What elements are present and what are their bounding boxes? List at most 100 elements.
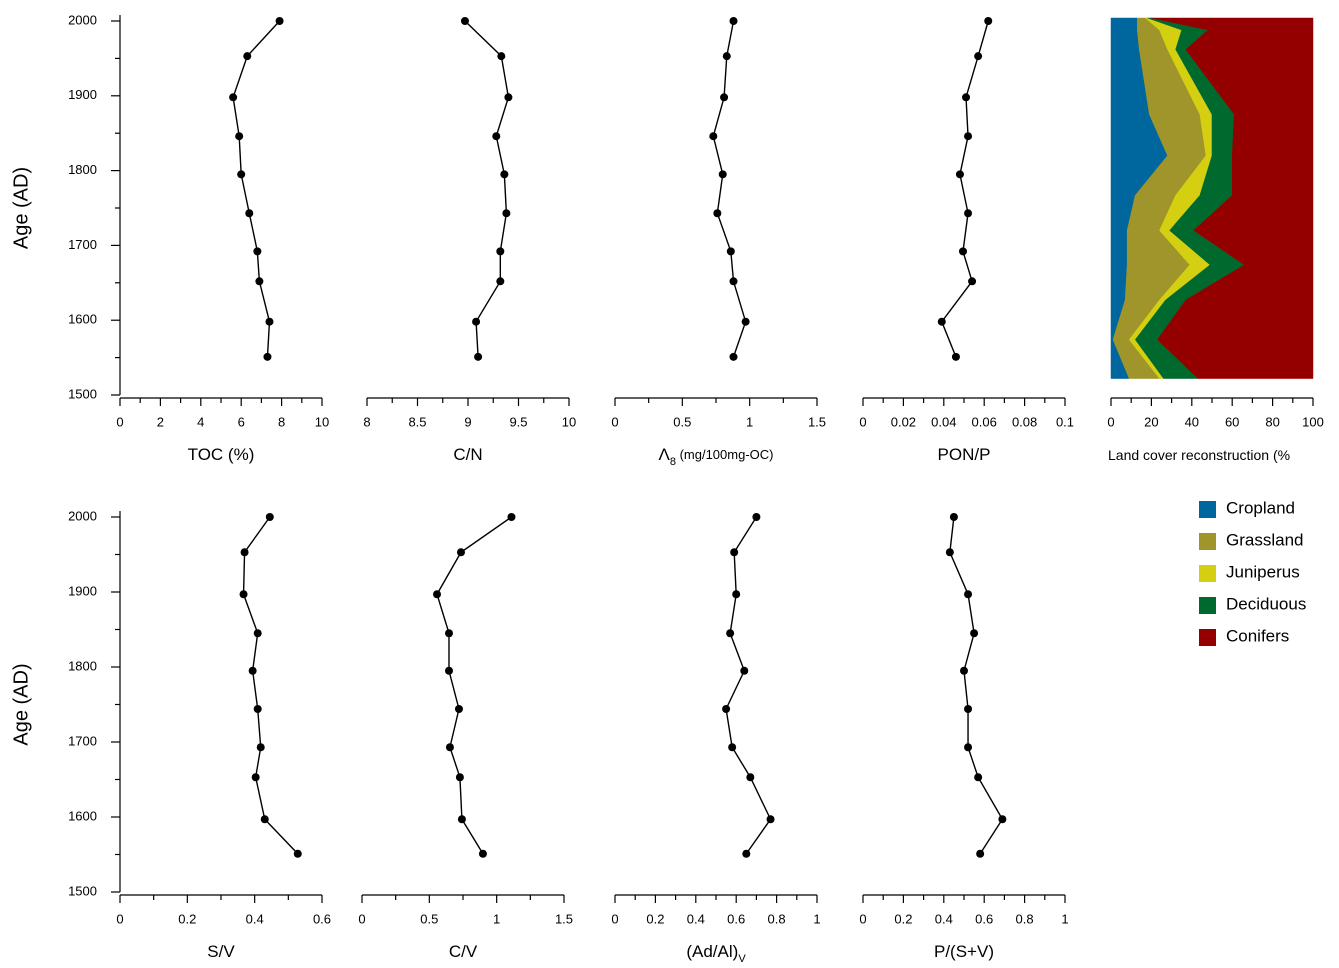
data-point (726, 247, 735, 256)
x-axis-label-text: PON/P (938, 445, 991, 464)
data-line (725, 516, 772, 855)
x-tick-label: 0 (611, 414, 618, 429)
data-point (444, 666, 453, 675)
data-point (496, 277, 505, 286)
data-point (248, 666, 257, 675)
data-point (235, 132, 244, 141)
legend-swatch (1199, 501, 1216, 518)
data-point (460, 17, 469, 25)
data-point (239, 590, 248, 599)
x-tick-label: 0.5 (420, 911, 438, 926)
data-line (232, 20, 281, 357)
x-tick-label: 8.5 (408, 414, 426, 429)
data-point (474, 352, 483, 361)
x-tick-label: 0.2 (646, 911, 664, 926)
legend-label: Grassland (1226, 530, 1303, 549)
x-axis-label: (Ad/Al)V (686, 942, 746, 964)
y-tick-label: 1500 (68, 386, 97, 401)
x-axis-label-text: TOC (%) (188, 445, 255, 464)
x-tick-label: 4 (197, 414, 204, 429)
data-point (263, 352, 272, 361)
legend-label: Juniperus (1226, 562, 1300, 581)
legend-swatch (1199, 533, 1216, 550)
x-tick-label: 10 (315, 414, 329, 429)
x-axis-label-text: S/V (207, 942, 235, 961)
x-tick-label: 40 (1185, 414, 1199, 429)
data-point (472, 317, 481, 326)
data-point (722, 52, 731, 61)
y-tick-label: 2000 (68, 12, 97, 27)
legend-swatch (1199, 597, 1216, 614)
x-axis-label-suffix: (mg/100mg-OC) (676, 447, 774, 462)
data-point (974, 52, 983, 61)
data-point (253, 247, 262, 256)
x-tick-label: 0 (859, 911, 866, 926)
data-line (242, 516, 299, 855)
data-point (237, 170, 246, 179)
data-point (964, 743, 973, 752)
x-tick-label: 8 (363, 414, 370, 429)
x-tick-label: 0.08 (1012, 414, 1037, 429)
data-point (457, 815, 466, 824)
data-point (251, 773, 260, 782)
data-line (436, 516, 512, 855)
legend-label: Cropland (1226, 498, 1295, 517)
data-point (726, 629, 735, 638)
data-point (265, 317, 274, 326)
y-tick-label: 1700 (68, 237, 97, 252)
x-tick-label: 0.4 (935, 911, 953, 926)
data-point (293, 849, 302, 858)
x-tick-label: 0 (1107, 414, 1114, 429)
data-point (732, 590, 741, 599)
data-point (444, 629, 453, 638)
y-tick-label: 1800 (68, 658, 97, 673)
x-tick-label: 20 (1144, 414, 1158, 429)
data-line (712, 20, 747, 358)
x-tick-label: 60 (1225, 414, 1239, 429)
data-point (722, 705, 731, 713)
data-point (964, 705, 973, 713)
data-point (507, 513, 516, 521)
data-point (746, 773, 755, 782)
data-point (478, 849, 487, 858)
data-line (940, 20, 989, 358)
data-point (229, 93, 238, 102)
y-tick-label: 1900 (68, 87, 97, 102)
data-point (964, 209, 973, 218)
x-tick-label: 1.5 (808, 414, 826, 429)
data-point (958, 247, 967, 256)
x-tick-label: 0.6 (313, 911, 331, 926)
x-tick-label: 0.6 (727, 911, 745, 926)
data-point (968, 277, 977, 286)
data-point (502, 209, 511, 218)
x-tick-label: 1 (813, 911, 820, 926)
data-line (949, 516, 1004, 855)
data-point (455, 773, 464, 782)
x-tick-label: 0.6 (975, 911, 993, 926)
data-point (497, 52, 506, 61)
data-point (265, 513, 274, 521)
x-tick-label: 0.2 (894, 911, 912, 926)
data-point (240, 548, 249, 557)
data-point (245, 209, 254, 218)
x-tick-label: 0.5 (673, 414, 691, 429)
y-tick-label: 1700 (68, 733, 97, 748)
data-point (960, 666, 968, 675)
x-axis-label: C/V (449, 942, 478, 961)
x-tick-label: 9 (464, 414, 471, 429)
data-point (766, 815, 775, 824)
data-point (729, 277, 738, 286)
data-point (741, 317, 750, 326)
data-point (945, 548, 954, 557)
x-tick-label: 0.02 (891, 414, 916, 429)
data-point (718, 170, 727, 179)
data-point (709, 132, 718, 141)
x-axis-label: Λ8 (mg/100mg-OC) (658, 445, 773, 467)
x-axis-label: S/V (207, 942, 235, 961)
x-axis-label: TOC (%) (188, 445, 255, 464)
x-tick-label: 1 (746, 414, 753, 429)
y-tick-label: 1600 (68, 808, 97, 823)
x-tick-label: 0 (859, 414, 866, 429)
y-tick-label: 2000 (68, 508, 97, 523)
